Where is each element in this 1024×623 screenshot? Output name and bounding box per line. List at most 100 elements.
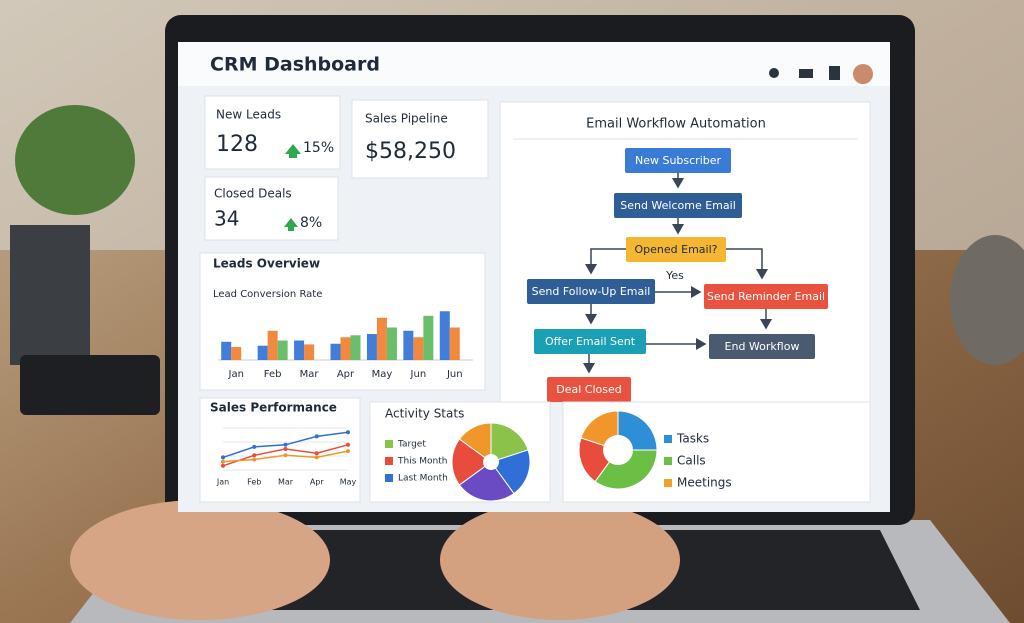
legend-label: Calls	[677, 454, 706, 468]
bar	[231, 347, 242, 360]
workflow-node[interactable]	[704, 284, 828, 309]
top-bar	[178, 42, 890, 86]
node-label: Deal Closed	[556, 383, 621, 396]
point	[346, 449, 350, 454]
legend-swatch	[385, 474, 393, 482]
bar	[330, 343, 341, 360]
mail-icon[interactable]	[799, 69, 813, 78]
legend-label: This Month	[397, 457, 447, 467]
point	[252, 444, 257, 449]
sales-chart: Jan Feb Mar Apr May	[216, 427, 357, 487]
legend-label: Target	[397, 440, 426, 450]
workflow-node[interactable]	[614, 193, 742, 218]
point	[283, 453, 288, 458]
node-label: Opened Email?	[635, 243, 718, 256]
pie-slice	[451, 438, 492, 486]
node-label: Send Follow-Up Email	[532, 285, 651, 298]
donut-hole	[603, 435, 633, 465]
kpi-value: $58,250	[365, 139, 456, 164]
bar	[423, 315, 434, 360]
arrow	[726, 248, 768, 280]
x-tick-label: Jan	[228, 369, 244, 380]
clipboard-icon[interactable]	[829, 66, 840, 80]
x-tick-label: Jun	[410, 369, 427, 380]
pie-slice	[458, 422, 492, 463]
x-tick-label: May	[340, 478, 357, 487]
phone	[20, 355, 160, 415]
bar	[403, 330, 414, 360]
point	[314, 451, 319, 456]
kpi-label: Closed Deals	[214, 187, 292, 201]
panel-title: Email Workflow Automation	[586, 117, 766, 132]
bar	[221, 341, 232, 360]
legend-swatch	[664, 479, 672, 487]
bar	[257, 345, 268, 360]
legend-swatch	[385, 457, 393, 465]
pie-slice	[594, 449, 658, 490]
workflow-node[interactable]	[547, 377, 631, 402]
bar	[350, 335, 361, 360]
x-tick-label: Apr	[310, 478, 325, 487]
bar	[376, 317, 387, 360]
plant	[15, 105, 135, 215]
kpi-value: 128	[216, 132, 258, 157]
panel-title: Leads Overview	[213, 257, 320, 271]
panel-title: Sales Performance	[210, 401, 337, 415]
workflow-node[interactable]	[625, 148, 731, 173]
x-tick-label: Jan	[216, 478, 229, 487]
node-label: Send Reminder Email	[707, 290, 825, 303]
leads-panel	[199, 252, 486, 391]
bar	[449, 327, 460, 360]
edge-label: Yes	[665, 269, 684, 282]
bar	[340, 337, 351, 360]
bar	[386, 327, 397, 360]
leads-chart: Jan Feb Mar Apr May Jun Jun	[218, 311, 473, 380]
point	[283, 447, 288, 451]
bar	[277, 340, 288, 360]
legend-swatch	[664, 435, 672, 443]
arrow	[585, 248, 626, 275]
right-hand	[440, 500, 680, 620]
x-tick-label: Jun	[446, 369, 463, 380]
legend-label: Last Month	[398, 474, 448, 484]
avatar[interactable]	[853, 64, 873, 84]
x-tick-label: Feb	[264, 369, 282, 380]
node-label: Offer Email Sent	[545, 335, 636, 348]
x-tick-label: Feb	[247, 478, 261, 487]
point	[221, 463, 225, 468]
kpi-label: Sales Pipeline	[365, 112, 448, 126]
point	[221, 455, 225, 460]
up-arrow	[285, 144, 301, 158]
point	[346, 442, 350, 447]
bar	[366, 334, 377, 360]
point	[252, 457, 257, 462]
mug	[950, 235, 1024, 365]
node-label: Send Welcome Email	[620, 199, 736, 212]
pie-slice	[458, 461, 515, 502]
bar	[294, 340, 305, 360]
bar	[439, 311, 450, 360]
point	[221, 459, 225, 464]
pie-slice	[490, 449, 531, 495]
kpi-change: 8%	[300, 215, 322, 231]
tasks-chart: Tasks Calls Meetings	[578, 410, 732, 490]
screen: CRM Dashboard New Leads 128 15% Sales Pi…	[178, 42, 890, 512]
x-tick-label: Mar	[300, 369, 320, 380]
kpi-card	[204, 95, 341, 170]
up-arrow	[284, 218, 298, 231]
workflow-node[interactable]	[626, 237, 726, 262]
activity-chart: Target This Month Last Month	[385, 422, 531, 502]
point	[314, 455, 319, 460]
bell-icon[interactable]	[769, 68, 779, 78]
point	[346, 430, 350, 435]
kpi-value: 34	[214, 207, 239, 231]
node-label: New Subscriber	[635, 154, 722, 167]
workflow-node[interactable]	[534, 329, 646, 354]
legend-swatch	[385, 440, 393, 448]
workflow-node[interactable]	[527, 279, 655, 304]
bar	[267, 330, 278, 360]
node-label: End Workflow	[725, 340, 800, 353]
workflow-node[interactable]	[709, 334, 815, 359]
legend-label: Meetings	[677, 476, 732, 490]
